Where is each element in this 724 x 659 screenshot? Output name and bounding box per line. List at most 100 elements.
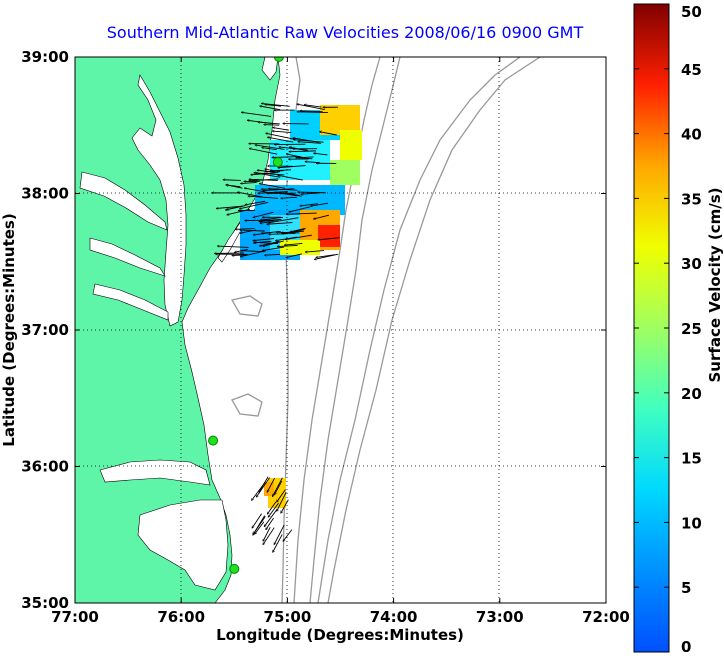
- y-axis-ticks: 35:00 36:00 37:00 38:00 39:00: [21, 48, 606, 612]
- velocity-vector: [274, 480, 283, 495]
- x-axis-label: Longitude (Degrees:Minutes): [216, 626, 464, 644]
- velocity-vector: [304, 105, 322, 108]
- velocity-vector: [270, 169, 292, 171]
- x-tick-label: 72:00: [582, 608, 630, 626]
- velocity-vector: [241, 181, 257, 183]
- velocity-vector: [260, 216, 284, 220]
- colorbar-tick-label: 5: [681, 579, 691, 597]
- velocity-vector: [263, 527, 275, 545]
- velocity-vector: [266, 133, 295, 140]
- velocity-vector: [264, 125, 280, 126]
- velocity-vector: [227, 208, 250, 215]
- velocity-vector: [256, 477, 270, 498]
- velocity-vector: [276, 492, 287, 511]
- x-tick-label: 74:00: [370, 608, 418, 626]
- velocity-vector: [289, 147, 308, 152]
- velocity-vector: [251, 171, 279, 174]
- colorbar: [633, 3, 670, 653]
- velocity-vector: [289, 151, 316, 152]
- velocity-vector: [252, 513, 263, 529]
- radar-station-marker: [272, 157, 283, 168]
- velocity-vector: [286, 253, 303, 258]
- chesapeake-bay: [131, 74, 187, 327]
- velocity-vector: [255, 173, 281, 178]
- rappahannock-river: [89, 237, 166, 277]
- velocity-vector: [282, 229, 305, 234]
- velocity-vector: [258, 476, 269, 493]
- velocity-vector: [268, 502, 279, 517]
- vector-field-hatteras: [251, 476, 293, 553]
- velocity-vector: [259, 184, 286, 189]
- velocity-vector: [248, 196, 279, 199]
- velocity-vector: [237, 192, 263, 198]
- velocity-vector: [266, 517, 274, 530]
- velocity-vector: [313, 153, 328, 156]
- velocity-vector: [249, 179, 278, 181]
- velocity-vector: [272, 534, 283, 553]
- x-tick-label: 75:00: [264, 608, 312, 626]
- velocity-vector: [281, 196, 298, 198]
- plot-area: [75, 57, 606, 603]
- colorbar-tick-label: 0: [681, 638, 691, 656]
- velocity-vector: [267, 501, 277, 514]
- x-tick-label: 77:00: [51, 608, 99, 626]
- velocity-vector: [272, 131, 292, 134]
- velocity-vector: [253, 232, 272, 235]
- velocity-vector: [279, 193, 296, 196]
- velocity-vector: [253, 211, 274, 217]
- chart-title: Southern Mid-Atlantic Raw Velocities 200…: [107, 23, 584, 42]
- velocity-vector: [276, 232, 300, 233]
- velocity-vector: [286, 212, 317, 214]
- velocity-vector: [268, 189, 298, 191]
- velocity-vector: [290, 227, 306, 232]
- velocity-vector: [283, 529, 293, 542]
- velocity-vector: [257, 170, 276, 173]
- vector-field-delmarva: [212, 103, 340, 259]
- y-tick-label: 35:00: [21, 594, 69, 612]
- velocity-vector: [240, 201, 269, 208]
- y-tick-label: 38:00: [21, 185, 69, 203]
- velocity-vector: [293, 138, 320, 143]
- velocity-vector: [269, 233, 296, 234]
- velocity-vector: [253, 516, 266, 534]
- velocity-vector: [216, 205, 244, 208]
- velocity-vector: [235, 229, 255, 230]
- velocity-vector: [264, 509, 278, 526]
- velocity-vector: [255, 521, 265, 534]
- velocity-vector: [314, 253, 339, 259]
- radar-stations: [208, 57, 284, 574]
- york-river: [92, 283, 169, 321]
- velocity-vector: [247, 120, 274, 125]
- radar-station-marker: [229, 563, 240, 574]
- y-tick-label: 39:00: [21, 48, 69, 66]
- velocity-vector: [262, 148, 277, 151]
- velocity-vector: [253, 240, 272, 243]
- velocity-vector: [277, 489, 286, 503]
- velocity-vector: [244, 188, 268, 193]
- velocity-vector: [264, 254, 281, 255]
- colorbar-tick-label: 50: [681, 3, 702, 21]
- velocity-vector: [305, 162, 320, 164]
- velocity-vector: [269, 217, 299, 223]
- colorbar-tick-label: 20: [681, 385, 702, 403]
- velocity-vector: [298, 158, 313, 160]
- velocity-vector: [280, 499, 289, 514]
- velocity-vector: [318, 237, 340, 240]
- velocity-vector: [297, 104, 325, 110]
- velocity-vector: [262, 526, 271, 541]
- colorbar-label: Surface Velocity (cm/s): [706, 187, 724, 382]
- velocity-vector: [278, 175, 303, 181]
- velocity-vector: [267, 222, 293, 225]
- velocity-vector: [273, 524, 285, 545]
- velocity-vector: [266, 477, 275, 492]
- velocity-vector: [260, 220, 275, 223]
- velocity-vector: [298, 192, 326, 193]
- colorbar-tick-label: 10: [681, 514, 702, 532]
- x-tick-label: 76:00: [157, 608, 205, 626]
- radar-station-marker: [273, 57, 284, 62]
- velocity-vector: [255, 145, 285, 150]
- colorbar-tick-label: 40: [681, 126, 702, 144]
- colorbar-tick-label: 15: [681, 450, 702, 468]
- velocity-vector: [300, 203, 318, 206]
